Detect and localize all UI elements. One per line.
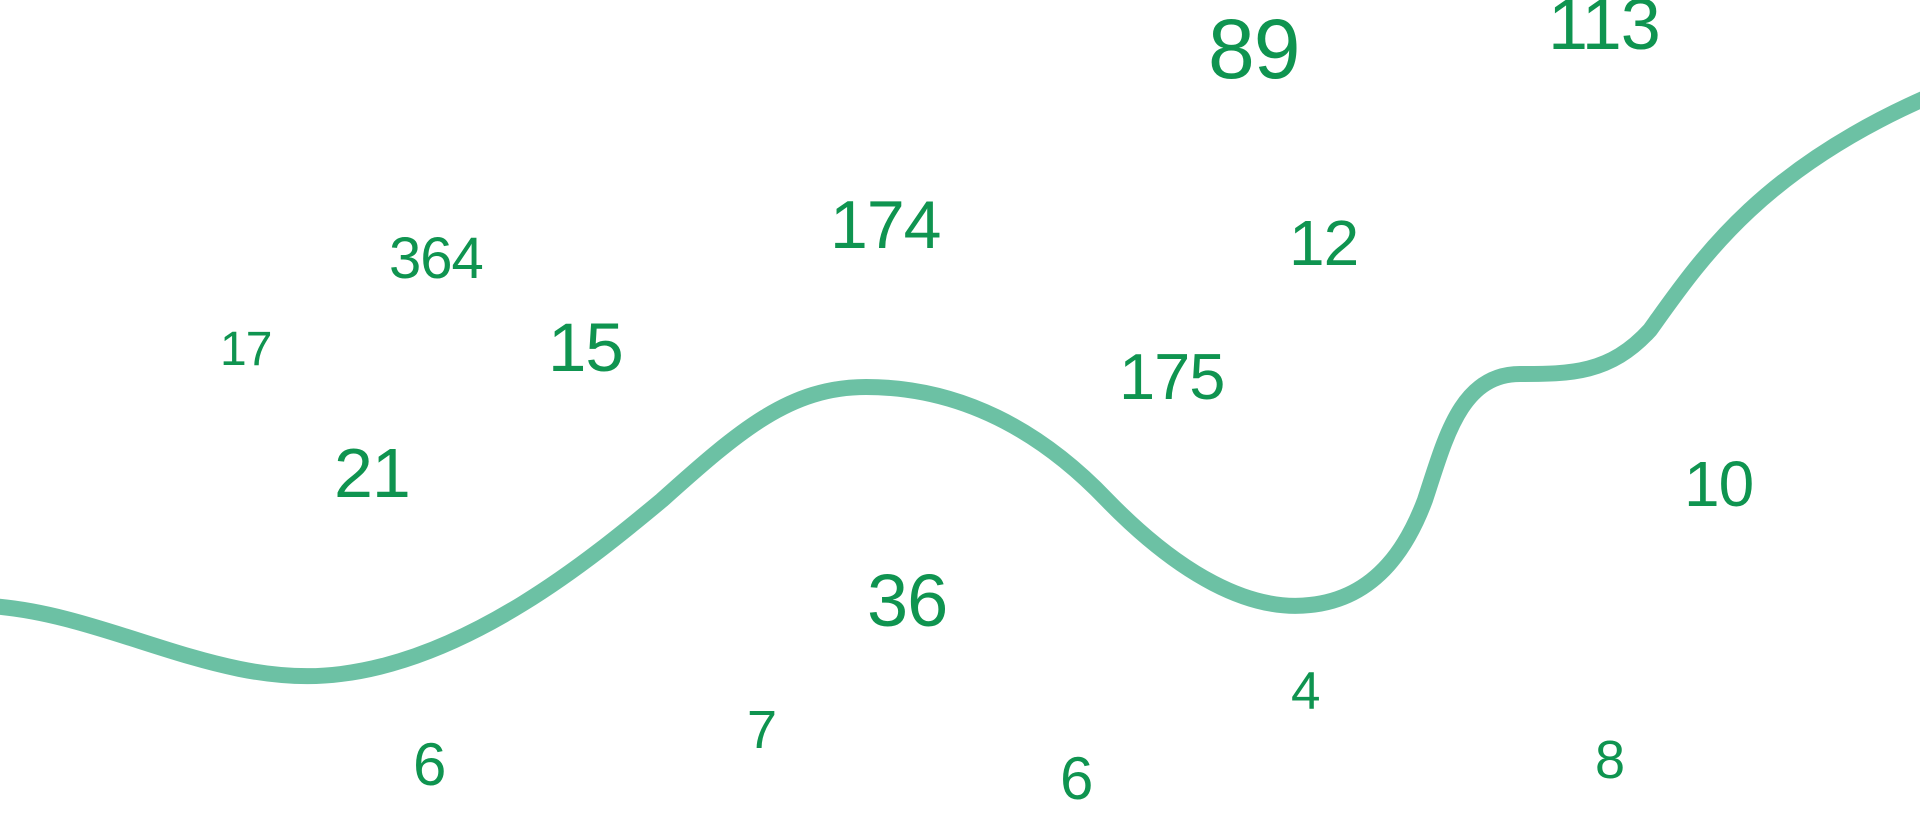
number-label: 6: [413, 731, 446, 798]
wavy-line-path: [0, 91, 1920, 685]
number-label: 174: [830, 187, 941, 263]
number-label: 7: [747, 700, 777, 760]
number-label: 8: [1595, 730, 1625, 790]
number-label: 175: [1119, 340, 1225, 413]
number-label: 12: [1289, 207, 1359, 279]
number-label: 10: [1684, 448, 1754, 520]
number-label: 364: [389, 226, 484, 291]
number-label: 17: [220, 323, 272, 376]
number-label: 36: [867, 559, 948, 642]
number-label: 113: [1548, 0, 1661, 65]
number-label: 89: [1208, 2, 1300, 96]
number-label: 21: [334, 434, 411, 512]
number-label: 15: [548, 309, 624, 386]
number-label: 4: [1291, 662, 1321, 721]
number-label: 6: [1060, 745, 1093, 812]
